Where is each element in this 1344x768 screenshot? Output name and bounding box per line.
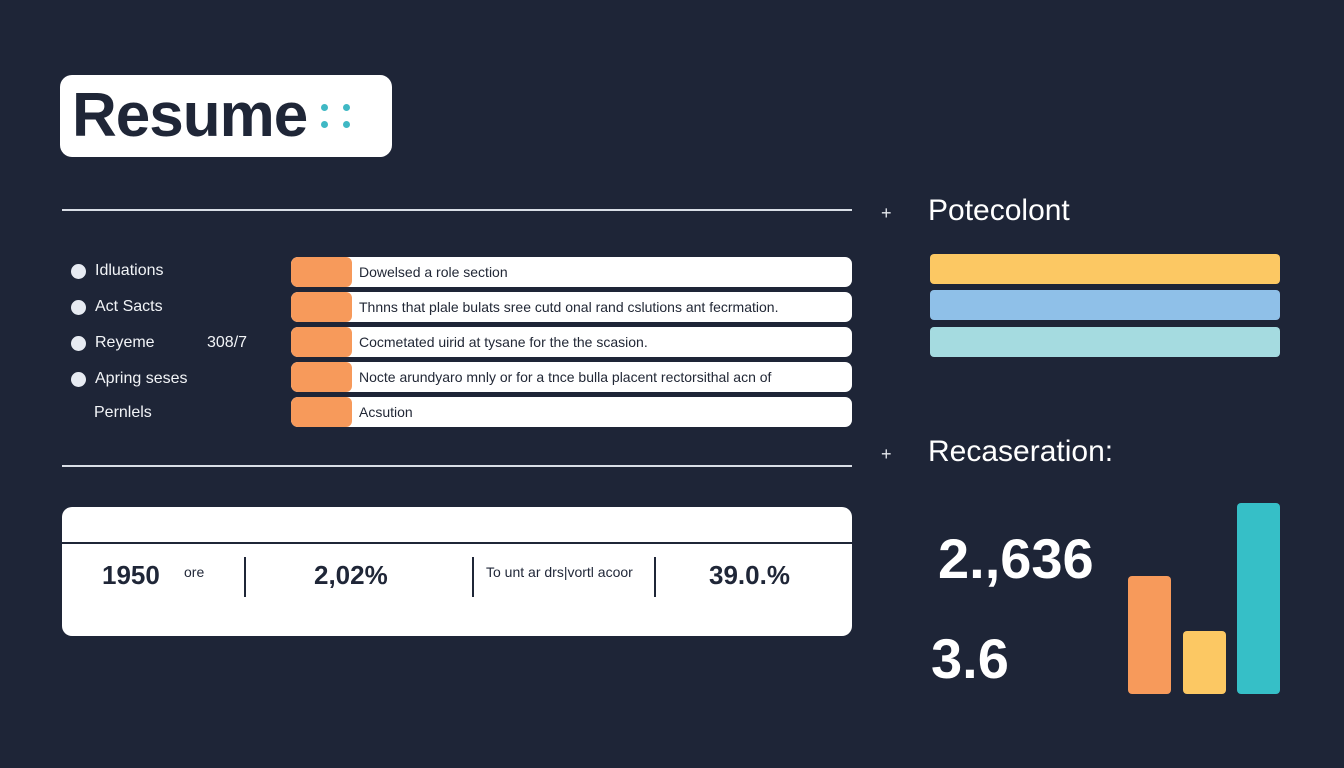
- row-text: Acsution: [359, 404, 413, 420]
- row-tab: [291, 397, 352, 427]
- stats-card: 1950 ore 2,02% To unt ar drs|vortl acoor…: [62, 507, 852, 636]
- logo-dot: [321, 121, 329, 128]
- list-item[interactable]: Idluations: [71, 262, 164, 280]
- resume-logo: Resume: [60, 75, 392, 157]
- stat-value-4: 39.0.%: [709, 560, 790, 590]
- stat-separator: [244, 557, 246, 597]
- text-row[interactable]: Cocmetated uirid at tysane for the the s…: [291, 327, 852, 357]
- text-row[interactable]: Dowelsed a role section: [291, 257, 852, 287]
- list-extra-label: Pernlels: [94, 404, 152, 421]
- logo-dots-icon: [321, 104, 351, 128]
- row-tab: [291, 327, 352, 357]
- text-row[interactable]: Thnns that plale bulats sree cutd onal r…: [291, 292, 852, 322]
- progress-bar: [930, 327, 1280, 357]
- plus-icon[interactable]: +: [881, 444, 892, 464]
- vertical-bar: [1128, 576, 1171, 694]
- big-number-2: 3.6: [931, 627, 1009, 690]
- big-number-1: 2.,636: [938, 527, 1094, 590]
- row-text: Nocte arundyaro mnly or for a tnce bulla…: [359, 369, 772, 385]
- list-item[interactable]: Act Sacts: [71, 298, 163, 316]
- list-item[interactable]: Reyeme: [71, 334, 155, 352]
- bullet-icon: [71, 335, 86, 351]
- list-item-label: Reyeme: [95, 334, 155, 351]
- progress-bar: [930, 290, 1280, 320]
- row-text: Thnns that plale bulats sree cutd onal r…: [359, 299, 779, 315]
- row-tab: [291, 362, 352, 392]
- list-item-label: Act Sacts: [95, 298, 163, 315]
- divider-top: [62, 209, 852, 211]
- card-divider: [62, 542, 852, 544]
- stat-separator: [654, 557, 656, 597]
- logo-dot: [343, 121, 351, 128]
- logo-text: Resume: [72, 81, 308, 150]
- list-item[interactable]: Apring seses: [71, 370, 188, 388]
- bar-graphic: [1128, 503, 1280, 694]
- logo-dot: [343, 104, 351, 111]
- row-tab: [291, 292, 352, 322]
- row-text: Dowelsed a role section: [359, 264, 508, 280]
- text-row[interactable]: Acsution: [291, 397, 852, 427]
- stat-value-1: 1950: [102, 560, 160, 590]
- plus-icon[interactable]: +: [881, 203, 892, 223]
- stat-value-2: 2,02%: [314, 560, 388, 590]
- section-title-2: Recaseration:: [928, 435, 1114, 468]
- stat-label-3: To unt ar drs|vortl acoor: [486, 564, 633, 580]
- divider-bottom: [62, 465, 852, 467]
- row-tab: [291, 257, 352, 287]
- list-value: 308/7: [207, 334, 248, 351]
- bullet-icon: [71, 371, 86, 387]
- text-row[interactable]: Nocte arundyaro mnly or for a tnce bulla…: [291, 362, 852, 392]
- progress-bar: [930, 254, 1280, 284]
- stat-unit-1: ore: [184, 564, 205, 580]
- list-item-label: Idluations: [95, 262, 164, 279]
- vertical-bar: [1183, 631, 1226, 694]
- section-title-1: Potecolont: [928, 194, 1070, 227]
- bullet-icon: [71, 263, 86, 279]
- bullet-icon: [71, 299, 86, 315]
- logo-dot: [321, 104, 329, 111]
- list-item-label: Apring seses: [95, 370, 188, 387]
- row-text: Cocmetated uirid at tysane for the the s…: [359, 334, 648, 350]
- vertical-bar: [1237, 503, 1280, 694]
- stat-separator: [472, 557, 474, 597]
